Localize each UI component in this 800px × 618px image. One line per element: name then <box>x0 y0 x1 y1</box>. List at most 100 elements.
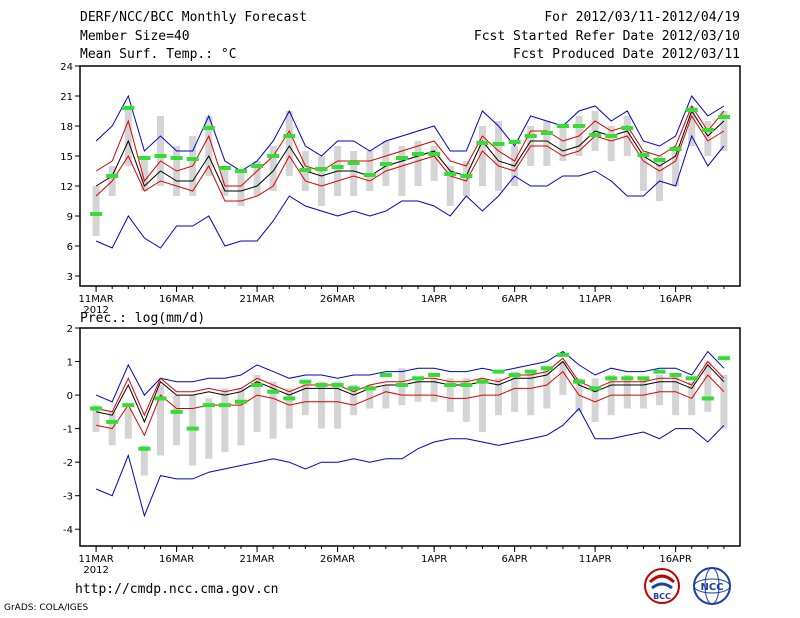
median-marker <box>138 156 151 160</box>
median-marker <box>315 383 328 388</box>
median-marker <box>138 446 151 451</box>
median-marker <box>492 369 505 374</box>
median-marker <box>412 152 425 156</box>
ensemble-range-box <box>704 121 712 156</box>
median-marker <box>154 396 167 401</box>
ensemble-range-box <box>672 374 680 416</box>
median-marker <box>234 399 247 404</box>
ensemble-range-box <box>414 378 422 402</box>
median-marker <box>347 386 360 391</box>
ensemble-range-box <box>253 161 261 196</box>
bcc-logo: BCC <box>644 568 680 604</box>
y-tick-label: 0 <box>67 391 73 402</box>
ncc-logo-text: NCC <box>700 582 723 593</box>
median-marker <box>122 106 135 110</box>
median-marker <box>331 165 344 169</box>
ensemble-range-box <box>495 121 503 191</box>
x-tick-label: 16MAR <box>159 294 194 305</box>
x-tick-label: 21MAR <box>239 554 274 565</box>
member-size-label: Member Size=40 <box>80 29 190 44</box>
ensemble-range-box <box>301 381 309 416</box>
median-marker <box>653 158 666 162</box>
x-tick-label: 16APR <box>659 554 692 565</box>
median-marker <box>90 212 103 216</box>
ensemble-range-box <box>527 371 535 416</box>
median-marker <box>444 383 457 388</box>
series-line-ensemble-min <box>95 407 725 518</box>
y-tick-label: 9 <box>67 212 73 223</box>
y-tick-label: -3 <box>63 492 73 503</box>
plot-frame <box>79 65 741 287</box>
ensemble-range-box <box>478 126 486 186</box>
median-marker <box>315 167 328 171</box>
ensemble-range-box <box>672 146 680 186</box>
median-marker <box>412 376 425 381</box>
y-tick-label: -4 <box>63 525 73 536</box>
ensemble-range-box <box>92 186 100 236</box>
median-marker <box>573 379 586 384</box>
median-marker <box>154 154 167 158</box>
median-marker <box>379 162 392 166</box>
ensemble-range-box <box>317 381 325 429</box>
x-tick-label: 11MAR <box>79 554 114 565</box>
ensemble-range-box <box>543 121 551 166</box>
series-line-ensemble-min <box>95 134 725 249</box>
median-marker <box>347 161 360 165</box>
median-marker <box>379 372 392 377</box>
ensemble-range-box <box>334 381 342 429</box>
ensemble-range-box <box>366 385 374 409</box>
ensemble-range-box <box>462 161 470 196</box>
median-marker <box>476 379 489 384</box>
median-marker <box>573 124 586 128</box>
y-tick-label: 3 <box>67 272 73 283</box>
ensemble-range-box <box>430 146 438 181</box>
series-line-ensemble-mean <box>95 109 725 192</box>
ensemble-range-box <box>656 156 664 201</box>
median-marker <box>540 366 553 371</box>
source-url[interactable]: http://cmdp.ncc.cma.gov.cn <box>75 582 279 597</box>
median-marker <box>186 157 199 161</box>
x-tick-label: 11APR <box>579 554 612 565</box>
median-marker <box>90 406 103 411</box>
median-marker <box>267 154 280 158</box>
ensemble-range-box <box>623 374 631 409</box>
median-marker <box>653 369 666 374</box>
ensemble-range-box <box>382 385 390 409</box>
median-marker <box>234 169 247 173</box>
median-marker <box>669 147 682 151</box>
ensemble-range-box <box>688 106 696 146</box>
ensemble-range-box <box>462 378 470 422</box>
ensemble-range-box <box>591 378 599 422</box>
series-line-lower-spread <box>95 114 725 202</box>
forecast-period-label: For 2012/03/11-2012/04/19 <box>544 10 740 25</box>
median-marker <box>508 372 521 377</box>
median-marker <box>251 164 264 168</box>
median-marker <box>428 152 441 156</box>
ensemble-range-box <box>269 381 277 439</box>
median-marker <box>363 386 376 391</box>
y-tick-label: 15 <box>60 152 73 163</box>
median-marker <box>589 386 602 391</box>
median-marker <box>283 134 296 138</box>
ensemble-range-box <box>237 171 245 206</box>
x-tick-label: 11MAR <box>79 294 114 305</box>
median-marker <box>283 396 296 401</box>
ensemble-range-box <box>205 116 213 176</box>
series-line-upper-spread <box>95 357 725 417</box>
ensemble-range-box <box>720 374 728 429</box>
median-marker <box>395 156 408 160</box>
median-marker <box>605 134 618 138</box>
median-marker <box>701 128 714 132</box>
ensemble-range-box <box>607 126 615 161</box>
ensemble-range-box <box>559 126 567 161</box>
ensemble-range-box <box>366 151 374 191</box>
ensemble-range-box <box>317 156 325 206</box>
ensemble-range-box <box>156 116 164 186</box>
precip-panel-label: Prec.: log(mm/d) <box>80 311 205 326</box>
median-marker <box>331 383 344 388</box>
ensemble-range-box <box>430 378 438 402</box>
ensemble-range-box <box>559 361 567 396</box>
ensemble-range-box <box>446 166 454 206</box>
series-line-lower-spread <box>95 370 725 437</box>
